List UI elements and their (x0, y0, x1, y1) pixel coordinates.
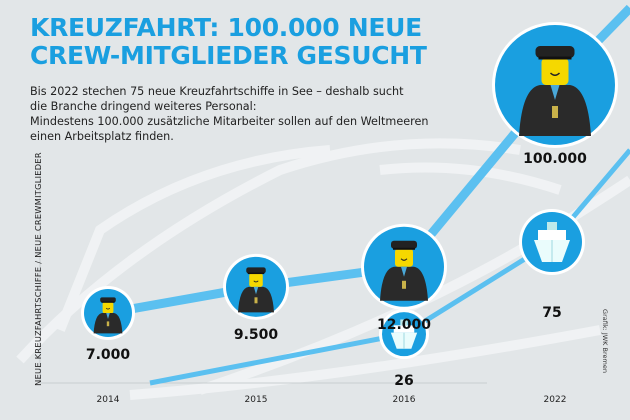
subtitle-line: einen Arbeitsplatz finden. (30, 130, 174, 143)
captain-tie (550, 85, 560, 100)
ship-value-label: 26 (394, 373, 413, 389)
x-tick-label: 2022 (544, 395, 567, 405)
captain-face-icon (541, 58, 569, 85)
captain-hat-brim (247, 272, 265, 275)
captain-tie (253, 286, 259, 295)
captain-smile (400, 258, 408, 261)
x-tick-label: 2015 (245, 395, 268, 405)
captain-face-icon (102, 302, 114, 313)
captain-tie (401, 266, 407, 277)
captain-hat-icon (535, 46, 575, 58)
ship-value-label: 75 (542, 305, 561, 321)
captain-face-icon (395, 248, 413, 267)
captain-face-icon (249, 273, 263, 287)
page-title: KREUZFAHRT: 100.000 NEUE CREW-MITGLIEDER… (30, 14, 427, 70)
x-tick-label: 2014 (97, 395, 120, 405)
captain-smile (105, 307, 111, 310)
crew-marker (223, 253, 289, 320)
subtitle-line: die Branche dringend weiteres Personal: (30, 100, 257, 113)
captain-buttons (254, 297, 258, 304)
crew-marker (81, 286, 135, 340)
captain-smile (253, 280, 259, 283)
subtitle: Bis 2022 stechen 75 neue Kreuzfahrtschif… (30, 84, 470, 144)
crew-value-label: 7.000 (86, 347, 131, 363)
captain-buttons (106, 321, 110, 327)
ship-marker (519, 209, 585, 275)
title-line-2: CREW-MITGLIEDER GESUCHT (30, 41, 427, 70)
captain-hat-brim (538, 56, 572, 60)
subtitle-line: Mindestens 100.000 zusätzliche Mitarbeit… (30, 115, 429, 128)
ship-funnel-icon (547, 222, 557, 230)
title-line-1: KREUZFAHRT: 100.000 NEUE (30, 13, 422, 42)
crew-value-label: 100.000 (523, 151, 587, 167)
subtitle-line: Bis 2022 stechen 75 neue Kreuzfahrtschif… (30, 85, 404, 98)
ship-marker (379, 309, 429, 360)
crew-marker (361, 223, 447, 310)
captain-hat-icon (246, 267, 266, 274)
x-tick-label: 2016 (393, 395, 416, 405)
ship-series-line (149, 148, 630, 386)
ship-deck-icon (393, 325, 415, 333)
credit: Grafik: JWK Bremen (601, 309, 609, 373)
y-axis-label: NEUE KREUZFAHRTSCHIFFE / NEUE CREWMITGLI… (33, 152, 43, 386)
captain-hat-icon (100, 297, 116, 303)
captain-tie (106, 313, 110, 319)
captain-smile (549, 72, 561, 76)
captain-buttons (402, 280, 406, 289)
crew-value-label: 9.500 (234, 327, 279, 343)
crew-marker (492, 22, 618, 148)
crew-value-label: 12.000 (377, 317, 431, 333)
captain-hat-brim (101, 301, 115, 303)
captain-hat-icon (391, 240, 417, 249)
captain-buttons (552, 106, 558, 118)
ship-deck-icon (538, 230, 566, 240)
ship-funnel-icon (400, 319, 408, 326)
captain-hat-brim (393, 247, 415, 250)
